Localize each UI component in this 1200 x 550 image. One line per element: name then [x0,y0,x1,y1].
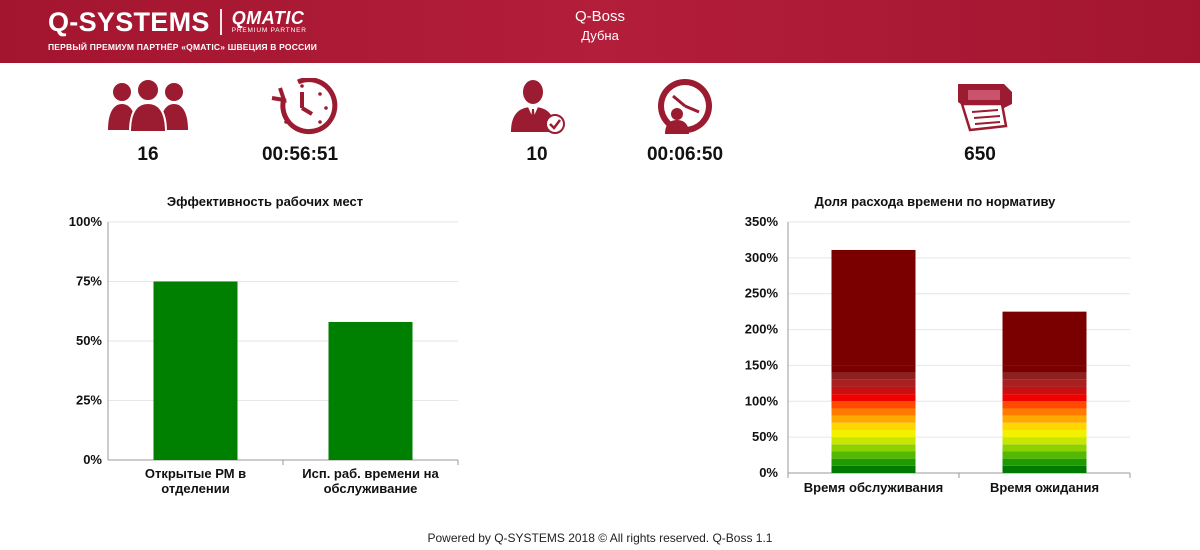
bar-segment [831,365,916,373]
x-tick-label: отделении [161,481,229,496]
bar-segment [1002,444,1087,452]
qmatic-subtitle: PREMIUM PARTNER [231,27,307,35]
bar-segment [831,422,916,430]
timer-clock-icon [271,78,338,135]
bar-segment [1002,394,1087,402]
brand-name: Q-SYSTEMS [48,7,210,37]
y-tick-label: 100% [745,393,779,408]
bar-segment [831,429,916,438]
bar-segment [831,415,916,423]
kpi-service-time-value: 00:06:50 [646,144,724,165]
bar [153,281,238,460]
operator-check-icon [511,80,565,134]
people-group-icon [108,78,188,133]
bar-segment [1002,429,1087,438]
app-title: Q-Boss [574,8,625,25]
y-tick-label: 50% [76,333,102,348]
x-tick-label: Время ожидания [990,480,1099,495]
header-title-block: Q-Boss Дубна [500,8,700,45]
chart-efficiency-title: Эффективность рабочих мест [166,194,364,209]
qmatic-name: QMATIC [231,8,305,29]
y-tick-label: 150% [745,357,779,372]
chart-norm-title: Доля расхода времени по нормативу [814,194,1056,209]
x-tick-label: Открытые РМ в [145,466,246,481]
brand-divider [219,9,222,35]
bar-segment [1002,451,1087,459]
bar-segment [831,465,916,473]
bar-segment [831,394,916,402]
x-tick-label: Время обслуживания [804,480,943,495]
kpi-visitors-value: 16 [137,144,159,165]
bar-segment [831,458,916,466]
y-tick-label: 0% [83,452,102,467]
bar-segment [831,401,916,409]
chart-norm-svg: 0% 50% 100% 150% 200% 250% 300% 350% Время обслу… [745,214,1131,495]
bar-segment [831,451,916,459]
bar-segment [1002,415,1087,423]
header-bar: Q-SYSTEMS QMATIC PREMIUM PARTNER ПЕРВЫЙ … [0,0,1200,63]
x-tick-label: обслуживание [324,481,418,496]
footer-copyright: Powered by Q-SYSTEMS 2018 © All rights r… [427,531,773,545]
bar-segment [1002,372,1087,380]
kpi-wait-time-value: 00:56:51 [261,144,339,165]
bar-segment [831,408,916,416]
kpi-operators-value: 10 [526,144,548,165]
bar [328,321,413,460]
brand-tagline: ПЕРВЫЙ ПРЕМИУМ ПАРТНЁР «QMATIC» ШВЕЦИЯ В… [48,42,318,52]
bar-segment [1002,379,1087,387]
y-tick-label: 350% [745,214,779,229]
bar-segment [1002,465,1087,473]
y-tick-label: 200% [745,322,779,337]
bar-segment [831,372,916,380]
y-tick-label: 25% [76,393,102,408]
operator-clock-icon [658,79,712,134]
x-tick-label: Исп. раб. времени на [302,466,439,481]
chart-norm: 0% 50% 100% 150% 200% 250% 300% 350% Время обслу… [720,208,1150,508]
bar-segment [831,249,916,366]
y-tick-label: 50% [752,429,778,444]
bar-segment [1002,458,1087,466]
bar-segment [831,437,916,445]
y-tick-label: 75% [76,274,102,289]
bar-segment [1002,408,1087,416]
bar-segment [1002,422,1087,430]
bar-segment [831,444,916,452]
y-tick-label: 0% [759,465,778,480]
bar-segment [1002,365,1087,373]
ticket-printer-icon [958,84,1012,132]
bar-segment [1002,386,1087,395]
y-tick-label: 250% [745,286,779,301]
kpi-tickets-value: 650 [964,144,996,165]
bar-segment [1002,437,1087,445]
bar-segment [1002,311,1087,366]
bar-segment [831,379,916,387]
location-name: Дубна [581,28,619,43]
bar-segment [1002,401,1087,409]
chart-efficiency: 0% 25% 50% 75% 100% Открытые РМ в отделении Исп… [50,208,470,508]
y-tick-label: 100% [69,214,103,229]
bar-segment [831,386,916,395]
y-tick-label: 300% [745,250,779,265]
brand-logo: Q-SYSTEMS QMATIC PREMIUM PARTNER ПЕРВЫЙ … [48,8,317,52]
qmatic-logo: QMATIC PREMIUM PARTNER [232,9,307,35]
